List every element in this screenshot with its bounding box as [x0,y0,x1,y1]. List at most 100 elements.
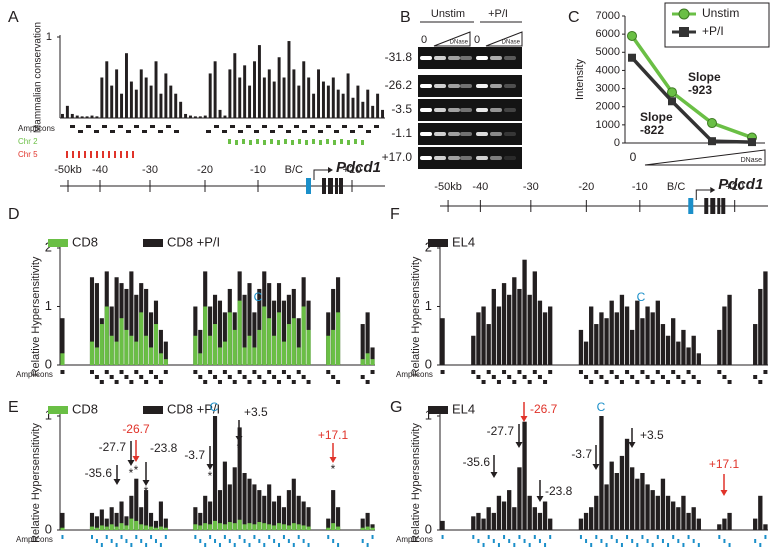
decoration [134,370,139,374]
reagent-label: DNase [502,40,521,46]
bar [163,341,168,365]
bar [471,335,476,365]
bar [148,347,154,365]
conservation-bar [243,65,247,118]
decoration [270,130,275,133]
bar [119,523,124,530]
bar [114,277,119,365]
bar [158,329,163,365]
decoration [118,125,123,128]
bar [619,294,625,365]
annotation: -3.7 [184,448,205,462]
decoration [428,406,448,414]
decoration [281,370,286,374]
lane-label: 0 [474,34,480,46]
bar [158,353,163,365]
bar [242,294,247,365]
bar [440,318,445,365]
bar [696,518,701,530]
bar [336,507,341,530]
bar [252,347,257,365]
decoration [418,123,522,145]
conservation-bar [272,81,276,118]
decoration [48,239,68,247]
bar [532,507,537,530]
decoration [650,380,655,384]
decoration [214,125,219,128]
legend-label: CD8 [72,234,98,249]
bar [589,306,594,365]
bar [763,271,768,365]
decoration [335,178,338,194]
decoration [592,464,600,470]
decoration [625,370,630,374]
bar [691,335,696,365]
bar [517,288,522,365]
bar [501,501,507,530]
annotation: Slope [640,110,673,124]
y-tick-label: 2000 [596,101,620,113]
decoration [132,456,140,462]
bar [104,306,109,365]
bar [257,288,262,365]
decoration [599,375,604,379]
conservation-bar [282,77,286,118]
amplicon-label: Amplicons [16,370,53,379]
bar [232,523,237,530]
decoration [90,151,92,158]
bar [153,527,159,530]
point [707,118,717,129]
decoration [60,370,65,374]
decoration [418,75,522,97]
decoration [206,464,214,470]
decoration [206,130,211,133]
legend-label: +P/I [702,24,724,38]
decoration [310,125,315,128]
decoration [119,370,124,374]
bar [650,312,655,365]
decoration [710,198,716,214]
decoration [143,239,163,247]
bar [217,347,223,365]
bar [144,490,149,530]
decoration [70,125,75,128]
bar [640,318,645,365]
bar [222,312,227,365]
decoration [254,130,259,133]
decoration [291,380,296,384]
decoration [428,239,448,247]
bar [257,329,262,365]
conservation-bar [341,93,345,118]
bar [578,518,584,530]
bar [481,518,486,530]
y-axis-label: Relative Hypersensitivity [30,423,42,543]
bar [640,473,645,530]
annotation: +3.5 [244,405,268,419]
decoration [217,380,222,384]
bar [717,524,722,530]
conservation-bar [326,85,330,118]
bar [144,525,149,530]
bar [763,524,768,530]
conservation-bar [105,61,109,118]
annotation: * [134,463,139,477]
decoration [655,370,660,374]
bar [89,277,95,365]
annotation: -23.8 [545,484,573,498]
decoration [504,56,516,60]
decoration [94,130,99,133]
decoration [537,375,542,379]
decoration [753,375,758,379]
panel-letter: F [390,206,400,223]
decoration [89,370,94,374]
y-tick-label: 1 [425,407,432,422]
bar [139,312,144,365]
decoration [420,108,432,112]
bar [276,495,282,530]
bar [232,329,237,365]
decoration [256,139,259,144]
conservation-bar [208,73,212,118]
lane-label: 0 [421,34,427,46]
decoration [448,108,460,112]
decoration [517,370,522,374]
